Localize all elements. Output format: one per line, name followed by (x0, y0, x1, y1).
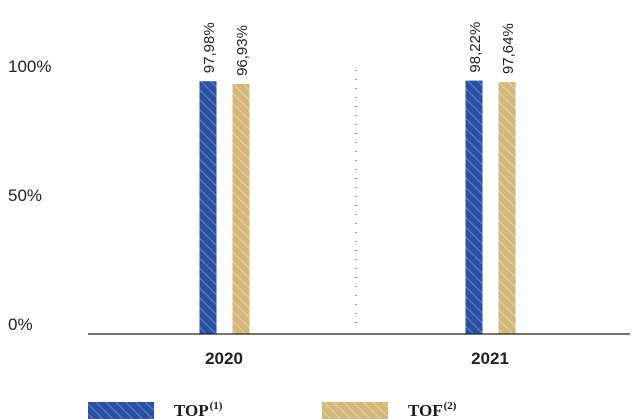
y-tick-label: 0% (8, 315, 33, 334)
value-label-top-2021: 98,22% (467, 22, 484, 73)
value-label-tof-2021: 97,64% (500, 23, 517, 74)
bar-tof-2020 (232, 83, 250, 335)
legend-label-tof: TOF (408, 401, 443, 419)
legend-swatch-top (88, 402, 154, 419)
value-label-tof-2020: 96,93% (234, 25, 251, 76)
bar-top-2021 (465, 80, 483, 334)
x-tick-label-2021: 2021 (471, 349, 509, 368)
bar-top-2020 (199, 81, 217, 334)
legend-swatch-tof (322, 402, 388, 419)
bars (199, 80, 516, 335)
legend: TOP (1) TOF (2) (88, 400, 457, 419)
value-labels: 97,98% 96,93% 98,22% 97,64% (201, 22, 517, 76)
legend-label-top: TOP (174, 401, 209, 419)
bar-tof-2021 (498, 82, 516, 334)
y-tick-label: 100% (8, 57, 51, 76)
y-axis-ticks: 0% 50% 100% (8, 57, 51, 334)
legend-superscript-tof: (2) (444, 400, 457, 412)
x-tick-label-2020: 2020 (205, 349, 243, 368)
y-tick-label: 50% (8, 186, 42, 205)
value-label-top-2020: 97,98% (201, 22, 218, 73)
x-axis-category-labels: 2020 2021 (205, 349, 509, 368)
legend-superscript-top: (1) (210, 400, 223, 412)
